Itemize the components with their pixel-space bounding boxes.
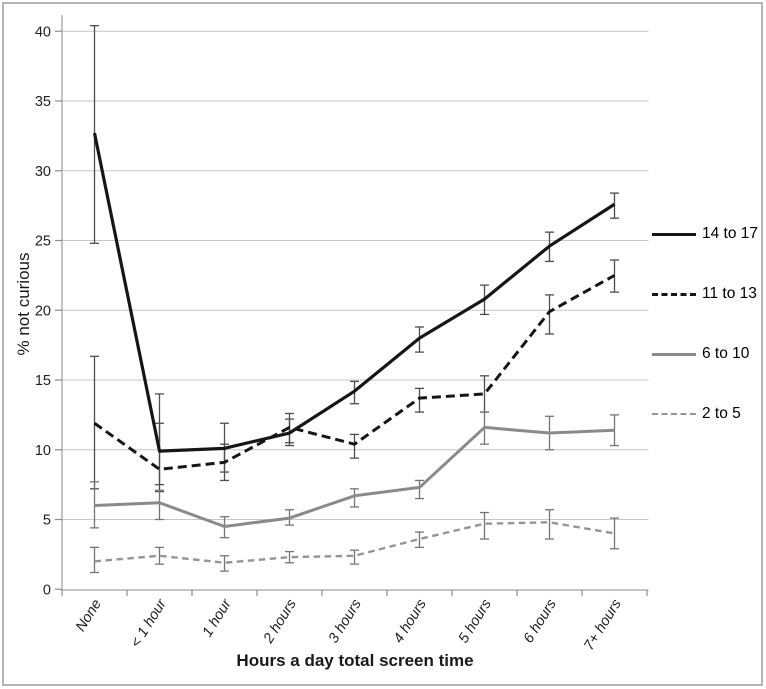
- y-tick-label-30: 30: [35, 164, 51, 180]
- y-tick-label-5: 5: [43, 513, 51, 529]
- legend-label-6-to-10: 6 to 10: [702, 345, 750, 362]
- x-axis-title: Hours a day total screen time: [236, 651, 474, 670]
- legend-line-sample-2-to-5: [652, 413, 696, 415]
- legend-line-sample-11-to-13: [652, 292, 696, 296]
- x-tick-label-3: 2 hours: [260, 597, 300, 647]
- x-tick-label-4: 3 hours: [326, 597, 365, 647]
- legend-line-sample-14-to-17: [652, 232, 696, 236]
- x-tick-label-6: 5 hours: [456, 597, 495, 647]
- series-line-11-to-13: [93, 274, 616, 471]
- series-line-6-to-10: [94, 425, 615, 528]
- x-tick-label-7: 6 hours: [521, 597, 560, 647]
- series-line-14-to-17: [92, 132, 616, 453]
- legend-item-6-to-10: 6 to 10: [652, 345, 758, 363]
- y-tick-label-10: 10: [35, 443, 51, 459]
- y-tick-label-25: 25: [35, 234, 51, 250]
- legend-item-11-to-13: 11 to 13: [652, 285, 758, 303]
- x-tick-label-0: None: [73, 597, 105, 635]
- y-tick-label-40: 40: [35, 24, 51, 40]
- y-axis-title: % not curious: [14, 252, 33, 356]
- legend-item-2-to-5: 2 to 5: [652, 405, 758, 423]
- legend-item-14-to-17: 14 to 17: [652, 225, 758, 243]
- legend-label-2-to-5: 2 to 5: [702, 405, 741, 422]
- y-tick-label-0: 0: [43, 582, 51, 598]
- x-tick-label-8: 7+ hours: [581, 597, 625, 654]
- legend-line-sample-6-to-10: [652, 352, 696, 356]
- x-tick-label-1: < 1 hour: [128, 596, 171, 651]
- legend-label-11-to-13: 11 to 13: [702, 285, 757, 302]
- legend: 14 to 17 11 to 13 6 to 10 2 to 5: [652, 225, 758, 423]
- legend-label-14-to-17: 14 to 17: [702, 225, 759, 242]
- x-tick-label-2: 1 hour: [200, 596, 236, 640]
- y-tick-label-15: 15: [35, 373, 51, 389]
- x-tick-label-5: 4 hours: [391, 597, 430, 647]
- y-tick-label-20: 20: [35, 303, 51, 319]
- y-tick-label-35: 35: [35, 94, 51, 110]
